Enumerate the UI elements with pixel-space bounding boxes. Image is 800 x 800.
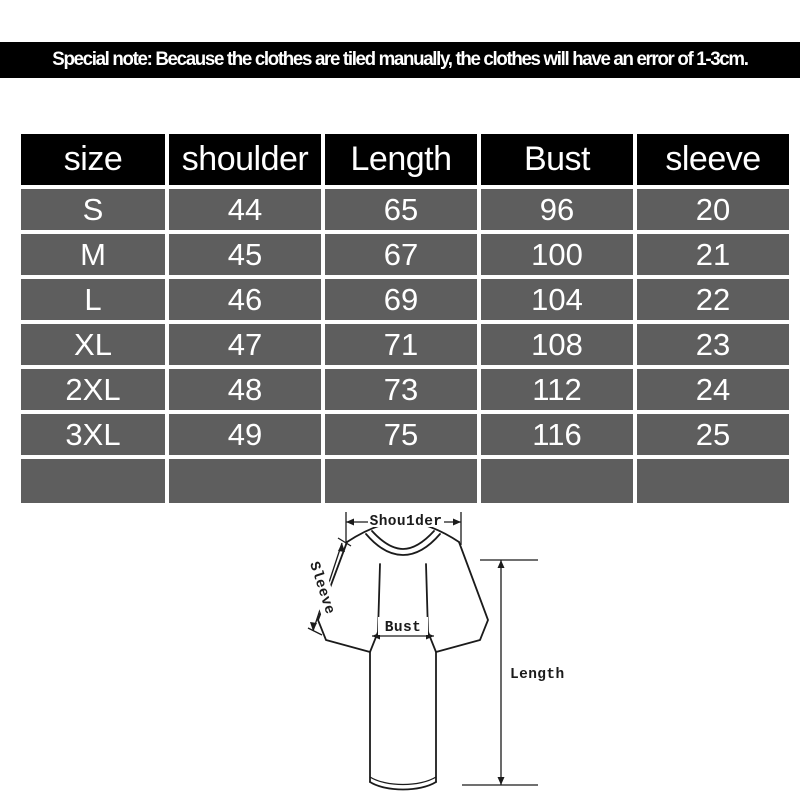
tshirt-measurement-diagram: Shou1der Sleeve Bust	[218, 500, 588, 800]
length-label: Length	[510, 667, 565, 683]
cell-bust: 104	[481, 279, 633, 320]
table-row: L 46 69 104 22	[21, 279, 789, 320]
cell-length	[325, 459, 477, 503]
cell-length: 73	[325, 369, 477, 410]
cell-bust	[481, 459, 633, 503]
column-header-size: size	[21, 134, 165, 185]
column-header-sleeve: sleeve	[637, 134, 789, 185]
cell-sleeve	[637, 459, 789, 503]
shoulder-label: Shou1der	[370, 514, 443, 530]
table-header-row: size shoulder Length Bust sleeve	[21, 134, 789, 185]
cell-sleeve: 22	[637, 279, 789, 320]
cell-sleeve: 23	[637, 324, 789, 365]
cell-shoulder: 47	[169, 324, 321, 365]
cell-size: XL	[21, 324, 165, 365]
cell-shoulder: 48	[169, 369, 321, 410]
size-chart-table: size shoulder Length Bust sleeve S 44 65…	[17, 130, 793, 507]
cell-bust: 96	[481, 189, 633, 230]
cell-size: L	[21, 279, 165, 320]
length-dimension-line	[462, 559, 538, 786]
shoulder-label-backdrop	[368, 509, 444, 527]
table-body: S 44 65 96 20 M 45 67 100 21 L 46 69 104…	[21, 189, 789, 503]
table-row: 2XL 48 73 112 24	[21, 369, 789, 410]
column-header-length: Length	[325, 134, 477, 185]
table-row: S 44 65 96 20	[21, 189, 789, 230]
cell-shoulder: 49	[169, 414, 321, 455]
table-header: size shoulder Length Bust sleeve	[21, 134, 789, 185]
cell-bust: 112	[481, 369, 633, 410]
special-note-text: Special note: Because the clothes are ti…	[52, 49, 749, 70]
sleeve-label-backdrop	[305, 560, 339, 616]
cell-size: S	[21, 189, 165, 230]
cell-bust: 108	[481, 324, 633, 365]
cell-bust: 116	[481, 414, 633, 455]
table-row-empty	[21, 459, 789, 503]
cell-size: M	[21, 234, 165, 275]
sleeve-label: Sleeve	[305, 560, 337, 617]
cell-size: 2XL	[21, 369, 165, 410]
cell-length: 71	[325, 324, 477, 365]
cell-sleeve: 20	[637, 189, 789, 230]
table-row: 3XL 49 75 116 25	[21, 414, 789, 455]
cell-size: 3XL	[21, 414, 165, 455]
cell-shoulder: 44	[169, 189, 321, 230]
length-label-backdrop	[507, 663, 569, 683]
cell-bust: 100	[481, 234, 633, 275]
cell-sleeve: 25	[637, 414, 789, 455]
cell-length: 65	[325, 189, 477, 230]
bust-label: Bust	[385, 620, 421, 636]
cell-sleeve: 21	[637, 234, 789, 275]
tshirt-outline-icon	[317, 519, 489, 791]
cell-length: 75	[325, 414, 477, 455]
column-header-shoulder: shoulder	[169, 134, 321, 185]
cell-shoulder: 46	[169, 279, 321, 320]
column-header-bust: Bust	[481, 134, 633, 185]
bust-label-backdrop	[378, 617, 428, 635]
special-note-banner: Special note: Because the clothes are ti…	[0, 42, 800, 78]
cell-size	[21, 459, 165, 503]
cell-length: 67	[325, 234, 477, 275]
cell-sleeve: 24	[637, 369, 789, 410]
cell-length: 69	[325, 279, 477, 320]
table-row: XL 47 71 108 23	[21, 324, 789, 365]
table-row: M 45 67 100 21	[21, 234, 789, 275]
cell-shoulder	[169, 459, 321, 503]
cell-shoulder: 45	[169, 234, 321, 275]
